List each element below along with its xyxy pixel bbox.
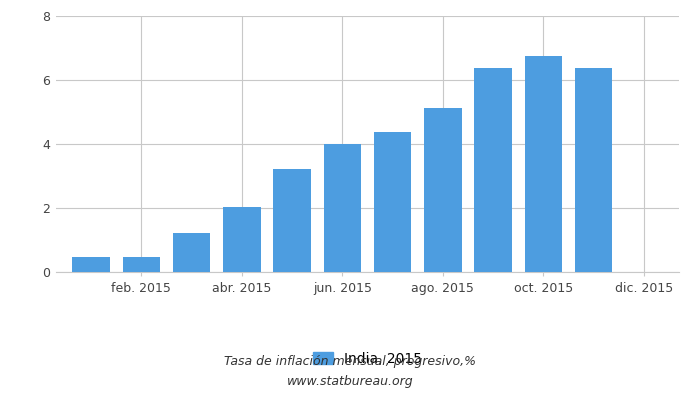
Bar <box>273 169 311 272</box>
Bar <box>424 108 462 272</box>
Bar <box>475 68 512 272</box>
Text: www.statbureau.org: www.statbureau.org <box>287 376 413 388</box>
Text: Tasa de inflación mensual, progresivo,%: Tasa de inflación mensual, progresivo,% <box>224 356 476 368</box>
Bar <box>173 233 211 272</box>
Legend: India, 2015: India, 2015 <box>306 345 429 372</box>
Bar <box>323 144 361 272</box>
Bar <box>575 68 612 272</box>
Bar <box>72 257 110 272</box>
Bar <box>524 56 562 272</box>
Bar <box>122 257 160 272</box>
Bar <box>223 207 260 272</box>
Bar <box>374 132 412 272</box>
